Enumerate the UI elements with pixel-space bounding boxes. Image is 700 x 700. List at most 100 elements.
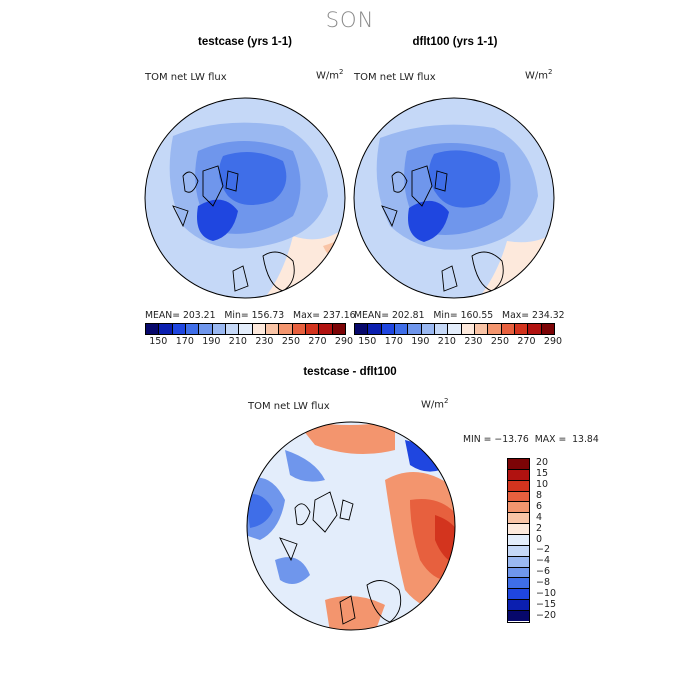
colorbar-cell [508, 459, 529, 470]
colorbar-cell [305, 324, 320, 334]
season-title: SON [325, 8, 375, 32]
colorbar-cell [159, 324, 173, 334]
diff-colorbar [507, 458, 530, 623]
panel-2-stats: MEAN= 202.81 Min= 160.55 Max= 234.32 [354, 310, 565, 321]
panel-2-colorbar-ticks: 150 170 190 210 230 250 270 290 [354, 336, 562, 350]
colorbar-tick-label: 2 [536, 522, 543, 534]
panel-2-variable-label: TOM net LW flux [354, 72, 436, 83]
panel-1-units: W/m2 [316, 68, 344, 82]
colorbar-cell [501, 324, 515, 334]
panel-2-title: dflt100 (yrs 1-1) [412, 36, 498, 48]
map-field-dark [428, 150, 501, 208]
colorbar-cell [508, 556, 529, 568]
colorbar-cell [394, 324, 409, 334]
colorbar-cell [508, 502, 529, 514]
colorbar-cell [185, 324, 200, 334]
colorbar-tick-label: −10 [536, 587, 557, 599]
panel-2-units: W/m2 [525, 68, 553, 82]
colorbar-cell [541, 324, 554, 334]
colorbar-cell [252, 324, 266, 334]
colorbar-tick-label: 0 [536, 533, 543, 545]
colorbar-tick-label: 20 [536, 457, 549, 469]
colorbar-tick-label: 230 [255, 336, 274, 347]
panel-1-polar-map [144, 97, 346, 299]
colorbar-cell [225, 324, 240, 334]
colorbar-cell [319, 324, 333, 334]
panel-2-colorbar [354, 323, 555, 335]
colorbar-cell [279, 324, 293, 334]
diff-variable-label: TOM net LW flux [248, 401, 330, 412]
colorbar-tick-label: −15 [536, 598, 557, 610]
colorbar-tick-label: 150 [358, 336, 377, 347]
colorbar-cell [508, 524, 529, 536]
colorbar-tick-label: 290 [543, 336, 563, 347]
map-field-deep [408, 200, 449, 242]
colorbar-cell [528, 324, 542, 334]
colorbar-cell [172, 324, 186, 334]
colorbar-cell [421, 324, 435, 334]
diff-polar-map [246, 421, 456, 631]
colorbar-cell [488, 324, 502, 334]
colorbar-tick-label: −6 [536, 566, 551, 578]
diff-field-hot [410, 499, 455, 581]
colorbar-tick-label: 4 [536, 511, 543, 523]
panel-1-stats: MEAN= 203.21 Min= 156.73 Max= 237.16 [145, 310, 356, 321]
diff-field-warm [295, 422, 395, 454]
diff-minmax: MIN = −13.76 MAX = 13.84 [463, 434, 599, 445]
colorbar-cell [508, 513, 529, 525]
panel-1-title: testcase (yrs 1-1) [198, 36, 292, 48]
colorbar-cell [508, 480, 529, 492]
colorbar-cell [199, 324, 213, 334]
colorbar-cell [332, 324, 345, 334]
diff-field-cool [285, 450, 325, 482]
diff-field-coolest [405, 440, 440, 472]
colorbar-cell [146, 324, 160, 334]
map-field-dark [219, 152, 287, 205]
panel-2-polar-map [353, 97, 555, 299]
colorbar-cell [508, 567, 529, 579]
colorbar-tick-label: 10 [536, 479, 549, 491]
colorbar-tick-label: −2 [536, 544, 551, 556]
colorbar-tick-label: −4 [536, 555, 551, 567]
colorbar-cell [212, 324, 226, 334]
colorbar-cell [292, 324, 306, 334]
colorbar-cell [508, 578, 529, 590]
colorbar-cell [508, 589, 529, 601]
diff-title: testcase - dflt100 [303, 366, 397, 378]
panel-1-colorbar [145, 323, 346, 335]
diff-units: W/m2 [421, 397, 449, 411]
colorbar-tick-label: 170 [384, 336, 403, 347]
colorbar-cell [381, 324, 395, 334]
panel-1-variable-label: TOM net LW flux [145, 72, 227, 83]
colorbar-tick-label: 290 [334, 336, 354, 347]
colorbar-cell [514, 324, 529, 334]
colorbar-tick-label: 270 [517, 336, 536, 347]
colorbar-cell [508, 535, 529, 546]
colorbar-tick-label: 8 [536, 490, 543, 502]
colorbar-cell [508, 545, 529, 557]
colorbar-tick-label: 150 [149, 336, 168, 347]
coastline-outline [172, 165, 295, 292]
diff-colorbar-ticks: 20 15 10 8 6 4 2 0 −2 −4 −6 −8 −10 −15 −20 [536, 457, 576, 621]
colorbar-cell [434, 324, 449, 334]
colorbar-cell [461, 324, 475, 334]
colorbar-tick-label: 270 [308, 336, 327, 347]
colorbar-tick-label: 170 [175, 336, 194, 347]
colorbar-cell [508, 491, 529, 503]
diff-field-cool [275, 557, 310, 584]
colorbar-tick-label: −8 [536, 576, 551, 588]
colorbar-cell [408, 324, 422, 334]
colorbar-cell [508, 611, 529, 621]
colorbar-cell [474, 324, 489, 334]
colorbar-tick-label: 6 [536, 500, 543, 512]
colorbar-cell [355, 324, 369, 334]
colorbar-cell [265, 324, 280, 334]
colorbar-tick-label: 250 [490, 336, 509, 347]
colorbar-tick-label: 190 [411, 336, 430, 347]
colorbar-tick-label: 230 [464, 336, 483, 347]
coastline-outline [279, 491, 402, 625]
colorbar-cell [508, 600, 529, 612]
colorbar-tick-label: 250 [281, 336, 300, 347]
colorbar-tick-label: 210 [437, 336, 456, 347]
coastline-outline [381, 165, 504, 292]
